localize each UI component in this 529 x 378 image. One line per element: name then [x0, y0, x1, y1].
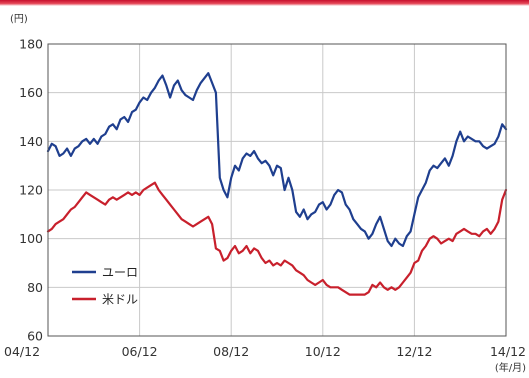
x-tick-label: 10/12 [305, 344, 341, 359]
x-tick-label: 12/12 [396, 344, 432, 359]
series-line-1 [46, 181, 508, 296]
top-accent-band [0, 0, 529, 6]
y-tick-label: 160 [19, 85, 43, 100]
x-axis-unit-label: (年/月) [495, 361, 526, 374]
y-tick-label: 140 [19, 134, 43, 149]
y-axis-ticks: 60 80 100 120 140 160 180 [19, 37, 43, 344]
y-axis-unit-label: (円) [10, 14, 28, 25]
x-tick-label: 04/12 [4, 344, 40, 359]
legend-label: 米ドル [102, 293, 138, 307]
x-tick-label: 14/12 [490, 344, 526, 359]
x-axis-ticks: 04/12 06/12 08/12 10/12 12/12 14/12 [4, 344, 526, 359]
series-layer [46, 72, 508, 296]
y-tick-label: 60 [27, 329, 43, 344]
y-tick-label: 180 [19, 37, 43, 52]
legend-label: ユーロ [102, 266, 138, 280]
y-tick-label: 100 [19, 231, 43, 246]
plot-frame [47, 43, 507, 337]
y-tick-label: 80 [27, 280, 43, 295]
y-tick-label: 120 [19, 183, 43, 198]
series-line-0 [46, 72, 508, 248]
x-tick-label: 06/12 [122, 344, 158, 359]
x-tick-label: 08/12 [213, 344, 249, 359]
